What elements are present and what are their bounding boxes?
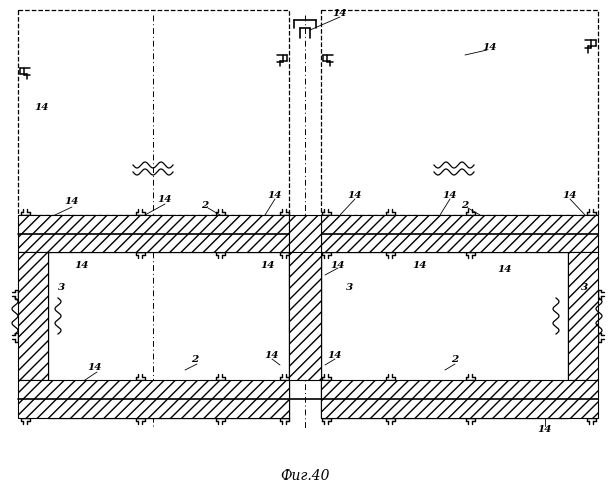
Text: 14: 14 — [498, 266, 512, 274]
Text: 14: 14 — [443, 190, 457, 200]
Bar — [321, 252, 568, 418]
Text: 14: 14 — [413, 260, 427, 270]
Text: 2: 2 — [461, 200, 469, 209]
Text: Фиг.40: Фиг.40 — [280, 469, 330, 483]
Bar — [18, 252, 48, 380]
Text: 14: 14 — [333, 10, 347, 18]
Text: 2: 2 — [191, 356, 199, 364]
Text: 3: 3 — [346, 284, 354, 292]
Bar — [321, 10, 598, 215]
Bar — [321, 380, 598, 418]
Text: 14: 14 — [65, 198, 79, 206]
Text: 14: 14 — [563, 190, 577, 200]
Text: 14: 14 — [75, 260, 89, 270]
Text: 14: 14 — [158, 196, 172, 204]
Bar — [48, 252, 289, 418]
Text: 14: 14 — [348, 190, 362, 200]
Text: 14: 14 — [268, 190, 282, 200]
Text: 2: 2 — [452, 356, 459, 364]
Text: 14: 14 — [331, 260, 345, 270]
Text: 14: 14 — [35, 104, 49, 112]
Text: 14: 14 — [483, 44, 497, 52]
Text: 14: 14 — [538, 426, 552, 434]
Bar — [321, 215, 598, 252]
Text: 3: 3 — [582, 284, 588, 292]
Text: 14: 14 — [261, 260, 275, 270]
Bar — [568, 252, 598, 380]
Bar — [289, 252, 321, 380]
Text: 3: 3 — [59, 284, 65, 292]
Bar — [18, 215, 289, 252]
Text: 2: 2 — [202, 200, 208, 209]
Bar — [18, 380, 289, 418]
Bar — [18, 10, 289, 215]
Text: 14: 14 — [265, 350, 279, 360]
Bar — [289, 215, 321, 332]
Text: 14: 14 — [327, 350, 342, 360]
Text: 14: 14 — [88, 364, 102, 372]
